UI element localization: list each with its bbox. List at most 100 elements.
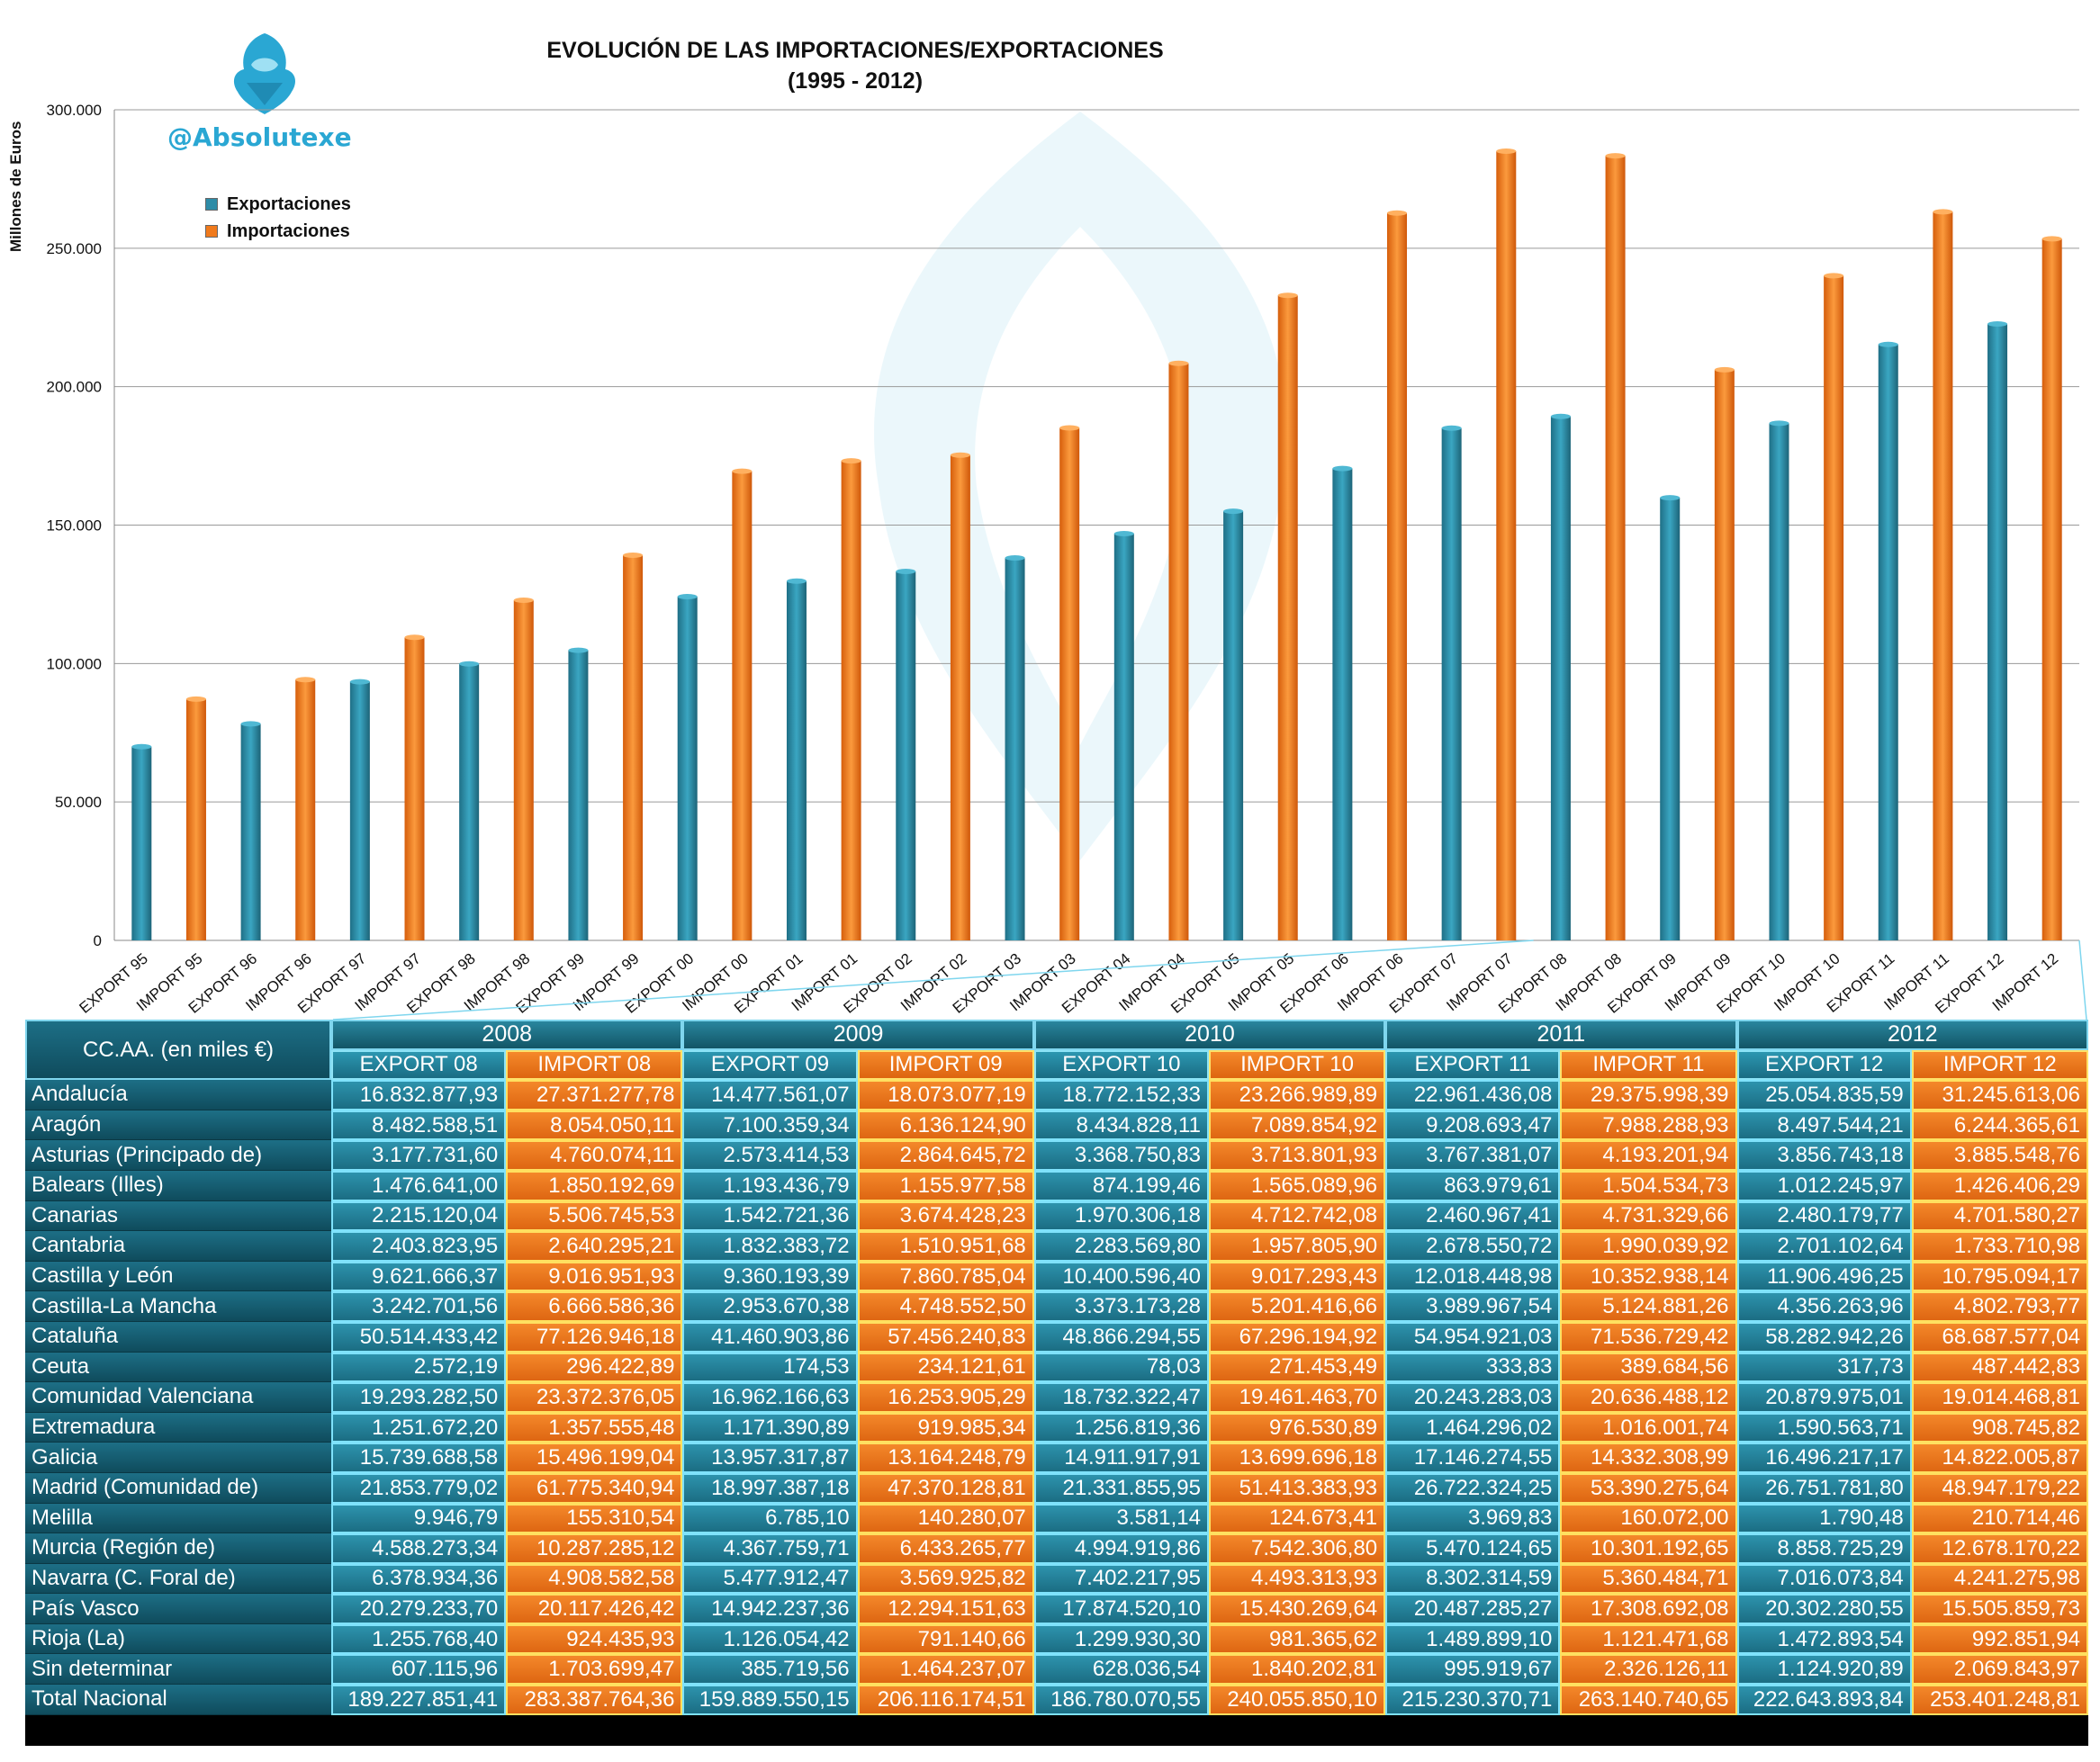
export-cell: 607.115,96 xyxy=(331,1654,507,1686)
import-cell: 1.510.951,68 xyxy=(857,1231,1034,1262)
import-cell: 5.360.484,71 xyxy=(1560,1563,1737,1595)
import-cell: 919.985,34 xyxy=(857,1412,1034,1443)
export-cell: 3.177.731,60 xyxy=(331,1140,507,1171)
export-cell: 1.193.436,79 xyxy=(682,1170,858,1201)
export-cell: 10.400.596,40 xyxy=(1033,1261,1209,1292)
bar-import-05 xyxy=(1277,295,1298,940)
region-name: Sin determinar xyxy=(25,1654,332,1686)
region-name: Castilla y León xyxy=(25,1261,332,1292)
table-row: Andalucía 16.832.877,93 27.371.277,78 14.47… xyxy=(25,1080,2088,1110)
export-cell: 8.302.314,59 xyxy=(1385,1563,1561,1595)
bar-export-12 xyxy=(1987,323,2008,940)
export-cell: 1.542.721,36 xyxy=(682,1200,858,1232)
table-row: Melilla 9.946,79 155.310,54 6.785,10 140.280… xyxy=(25,1503,2088,1534)
column-header: IMPORT 12 xyxy=(1911,1049,2088,1081)
import-cell: 4.712.742,08 xyxy=(1208,1200,1386,1232)
import-cell: 68.687.577,04 xyxy=(1911,1321,2088,1353)
export-cell: 14.942.237,36 xyxy=(682,1594,858,1624)
export-cell: 20.243.283,03 xyxy=(1385,1382,1561,1413)
import-cell: 124.673,41 xyxy=(1208,1503,1386,1534)
export-cell: 21.853.779,02 xyxy=(331,1472,507,1504)
export-cell: 9.360.193,39 xyxy=(682,1261,858,1292)
import-cell: 12.294.151,63 xyxy=(857,1594,1034,1624)
import-cell: 6.244.365,61 xyxy=(1911,1110,2088,1141)
export-cell: 20.279.233,70 xyxy=(331,1594,507,1624)
export-cell: 50.514.433,42 xyxy=(331,1321,507,1353)
bar-export-04 xyxy=(1113,533,1134,940)
chart-subtitle: (1995 - 2012) xyxy=(787,68,924,94)
bar-cap xyxy=(404,634,425,641)
bar-export-05 xyxy=(1223,511,1244,940)
bar-import-03 xyxy=(1059,427,1080,940)
region-name: Canarias xyxy=(25,1200,332,1232)
table-row: Sin determinar 607.115,96 1.703.699,47 385.… xyxy=(25,1654,2088,1686)
export-cell: 189.227.851,41 xyxy=(331,1685,507,1715)
import-cell: 4.241.275,98 xyxy=(1911,1563,2088,1595)
bar-cap xyxy=(1005,555,1025,562)
bar-cap xyxy=(459,661,480,667)
export-cell: 17.874.520,10 xyxy=(1033,1594,1209,1624)
import-cell: 4.493.313,93 xyxy=(1208,1563,1386,1595)
import-cell: 1.957.805,90 xyxy=(1208,1231,1386,1262)
bar-cap xyxy=(1496,148,1517,155)
import-cell: 2.864.645,72 xyxy=(857,1140,1034,1171)
y-tick-label: 100.000 xyxy=(47,655,102,672)
column-header: EXPORT 09 xyxy=(682,1049,858,1081)
export-cell: 1.489.899,10 xyxy=(1385,1623,1561,1655)
export-cell: 54.954.921,03 xyxy=(1385,1321,1561,1353)
table-row: Balears (Illes) 1.476.641,00 1.850.192,69 1… xyxy=(25,1170,2088,1201)
region-name: Asturias (Principado de) xyxy=(25,1140,332,1171)
import-cell: 1.357.555,48 xyxy=(506,1412,683,1443)
export-cell: 8.434.828,11 xyxy=(1033,1110,1209,1141)
export-cell: 1.464.296,02 xyxy=(1385,1412,1561,1443)
bar-import-02 xyxy=(950,454,970,940)
bar-cap xyxy=(1168,360,1189,366)
table-row: Comunidad Valenciana 19.293.282,50 23.372.… xyxy=(25,1382,2088,1413)
import-cell: 23.372.376,05 xyxy=(506,1382,683,1413)
import-cell: 6.433.265,77 xyxy=(857,1533,1034,1564)
region-name: Navarra (C. Foral de) xyxy=(25,1563,332,1595)
year-header: 2010 xyxy=(1033,1020,1386,1050)
bar-export-02 xyxy=(896,571,916,940)
export-cell: 20.302.280,55 xyxy=(1736,1594,1912,1624)
bar-cap xyxy=(2041,236,2062,242)
import-cell: 210.714,46 xyxy=(1911,1503,2088,1534)
bar-cap xyxy=(1441,425,1462,431)
import-cell: 5.506.745,53 xyxy=(506,1200,683,1232)
import-cell: 19.014.468,81 xyxy=(1911,1382,2088,1413)
bar-import-09 xyxy=(1714,369,1735,941)
export-cell: 385.719,56 xyxy=(682,1654,858,1686)
import-cell: 15.430.269,64 xyxy=(1208,1594,1386,1624)
export-cell: 20.879.975,01 xyxy=(1736,1382,1912,1413)
export-cell: 5.470.124,65 xyxy=(1385,1533,1561,1564)
import-cell: 71.536.729,42 xyxy=(1560,1321,1737,1353)
bar-cap xyxy=(1332,465,1353,472)
import-cell: 487.442,83 xyxy=(1911,1352,2088,1383)
bar-chart: 0 50.000 100.000 150.000 200.000 250.000 300.0… xyxy=(47,102,2087,1020)
export-cell: 19.293.282,50 xyxy=(331,1382,507,1413)
import-cell: 3.713.801,93 xyxy=(1208,1140,1386,1171)
import-cell: 1.840.202,81 xyxy=(1208,1654,1386,1686)
bar-cap xyxy=(1878,341,1898,347)
import-cell: 8.054.050,11 xyxy=(506,1110,683,1141)
export-cell: 317,73 xyxy=(1736,1352,1912,1383)
export-cell: 4.356.263,96 xyxy=(1736,1291,1912,1322)
import-cell: 4.193.201,94 xyxy=(1560,1140,1737,1171)
column-header: IMPORT 11 xyxy=(1560,1049,1737,1081)
export-cell: 78,03 xyxy=(1033,1352,1209,1383)
export-cell: 16.832.877,93 xyxy=(331,1080,507,1110)
legend-item-importaciones: Importaciones xyxy=(205,218,351,245)
table-row: País Vasco 20.279.233,70 20.117.426,42 14.9… xyxy=(25,1594,2088,1624)
import-cell: 981.365,62 xyxy=(1208,1623,1386,1655)
export-cell: 186.780.070,55 xyxy=(1033,1685,1209,1715)
export-cell: 5.477.912,47 xyxy=(682,1563,858,1595)
export-cell: 215.230.370,71 xyxy=(1385,1685,1561,1715)
export-cell: 6.378.934,36 xyxy=(331,1563,507,1595)
export-cell: 3.969,83 xyxy=(1385,1503,1561,1534)
import-cell: 1.155.977,58 xyxy=(857,1170,1034,1201)
bar-export-98 xyxy=(459,663,480,940)
import-cell: 15.496.199,04 xyxy=(506,1443,683,1473)
export-cell: 9.621.666,37 xyxy=(331,1261,507,1292)
table-row: Castilla y León 9.621.666,37 9.016.951,93 9… xyxy=(25,1261,2088,1292)
year-header: 2011 xyxy=(1385,1020,1737,1050)
